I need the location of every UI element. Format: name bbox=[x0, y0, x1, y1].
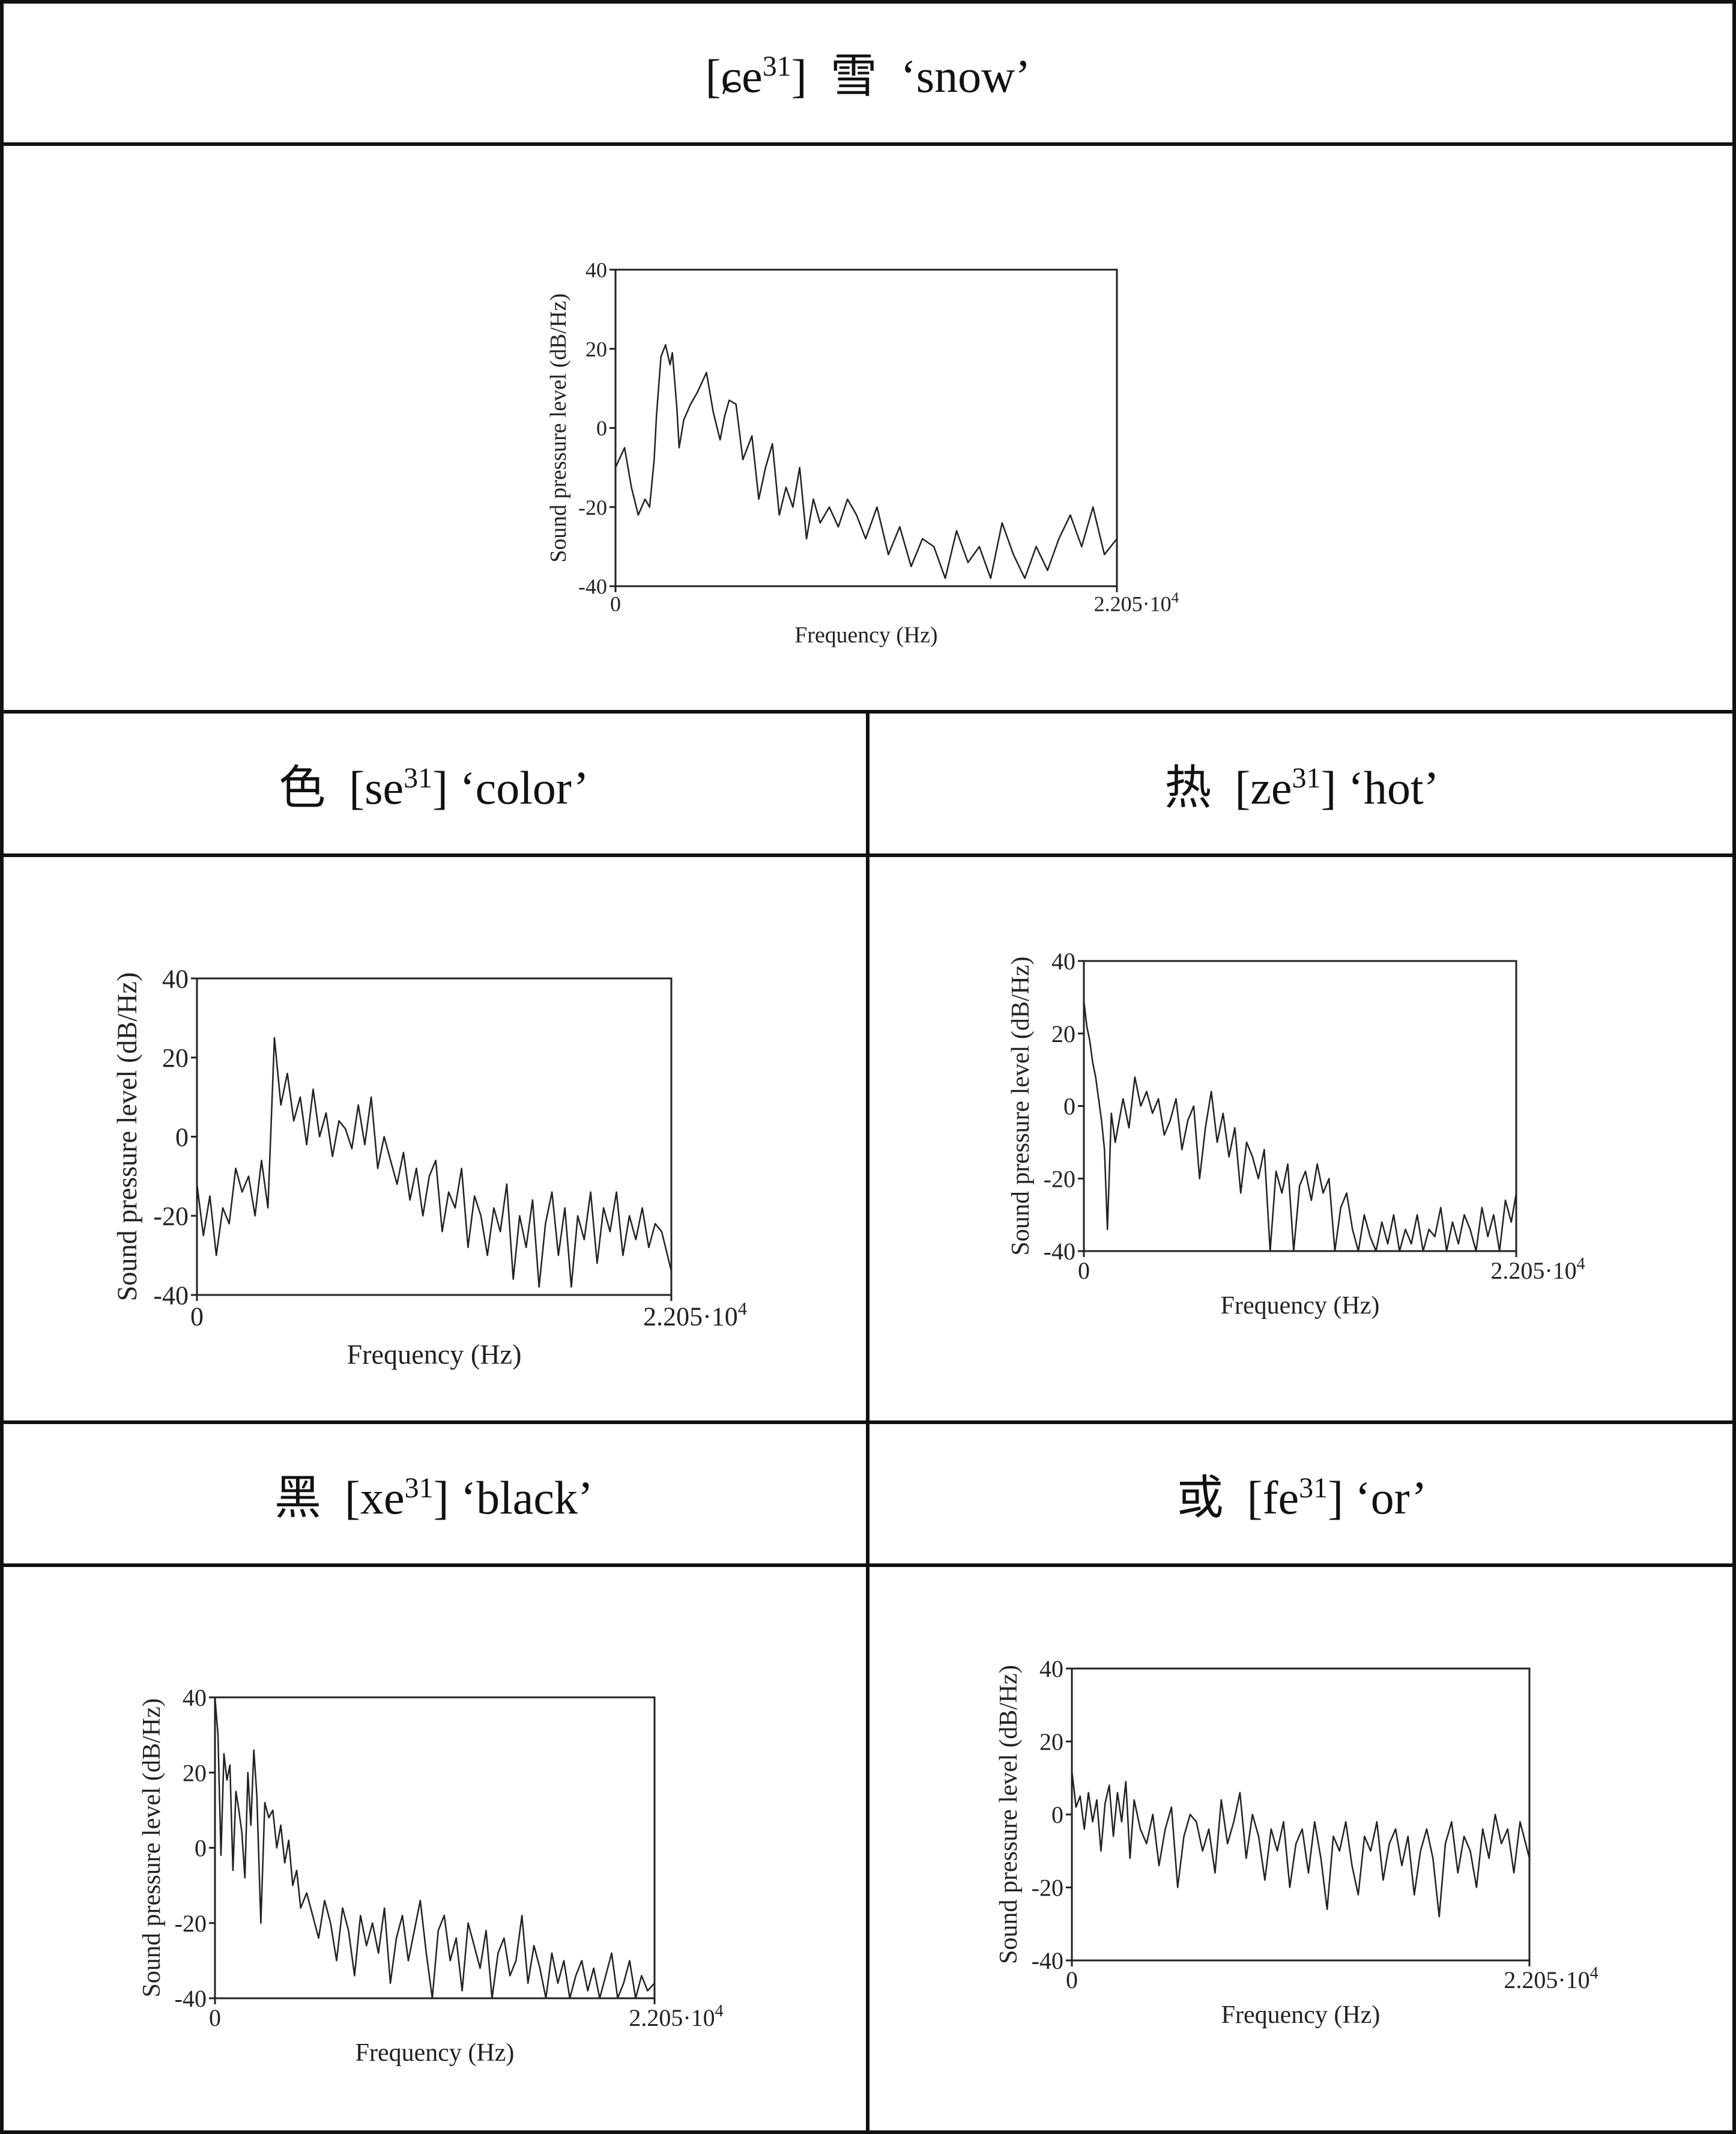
panel-title-or: 或 [fe31] ‘or’ bbox=[1176, 1472, 1427, 1524]
x-axis-label: Frequency (Hz) bbox=[1221, 2001, 1381, 2029]
y-tick-label: 40 bbox=[1039, 1655, 1063, 1682]
y-tick-label: -40 bbox=[175, 1985, 207, 2012]
y-tick-label: -40 bbox=[1044, 1238, 1075, 1265]
y-tick-label: 0 bbox=[195, 1835, 207, 1862]
x-tick-label: 2.205·104 bbox=[643, 1299, 747, 1332]
x-tick-label: 0 bbox=[209, 2004, 221, 2031]
title-cell-color: 色 [se31] ‘color’ bbox=[0, 712, 868, 855]
y-axis-label: Sound pressure level (dB/Hz) bbox=[546, 293, 571, 562]
spectrum-line bbox=[614, 344, 1118, 580]
x-tick-label: 0 bbox=[610, 592, 621, 616]
spectrum-line bbox=[1083, 1001, 1517, 1252]
y-tick-label: -20 bbox=[153, 1202, 189, 1231]
panel-title-hot: 热 [ze31] ‘hot’ bbox=[1164, 761, 1439, 814]
y-tick-label: 20 bbox=[585, 337, 607, 361]
y-tick-label: 20 bbox=[162, 1043, 189, 1073]
spectrum-line bbox=[196, 1037, 673, 1288]
y-tick-label: 0 bbox=[596, 416, 607, 440]
y-tick-label: 0 bbox=[1063, 1093, 1075, 1120]
y-tick-label: -40 bbox=[153, 1281, 189, 1310]
y-tick-label: -40 bbox=[1032, 1947, 1063, 1974]
y-axis-label: Sound pressure level (dB/Hz) bbox=[1007, 956, 1035, 1255]
y-tick-label: -20 bbox=[175, 1910, 207, 1937]
title-cell-snow: [ɕe31] 雪 ‘snow’ bbox=[0, 0, 1736, 144]
x-axis-label: Frequency (Hz) bbox=[794, 623, 937, 648]
y-tick-label: -40 bbox=[578, 575, 607, 599]
x-tick-label: 0 bbox=[1066, 1966, 1078, 1993]
x-axis-label: Frequency (Hz) bbox=[355, 2039, 515, 2067]
panel-title-color: 色 [se31] ‘color’ bbox=[279, 761, 589, 814]
y-tick-label: 0 bbox=[1051, 1801, 1063, 1828]
spectrum-line bbox=[1071, 1770, 1531, 1918]
y-tick-label: 20 bbox=[1039, 1729, 1063, 1756]
y-tick-label: 0 bbox=[175, 1123, 189, 1152]
x-tick-label: 0 bbox=[1078, 1257, 1090, 1284]
y-axis-label: Sound pressure level (dB/Hz) bbox=[138, 1698, 166, 1997]
y-tick-label: -20 bbox=[578, 496, 607, 520]
y-tick-label: 40 bbox=[585, 258, 607, 282]
title-cell-black: 黑 [xe31] ‘black’ bbox=[0, 1422, 868, 1565]
y-tick-label: 40 bbox=[183, 1684, 207, 1711]
x-tick-label: 2.205·104 bbox=[1094, 590, 1179, 616]
x-tick-label: 2.205·104 bbox=[1490, 1255, 1585, 1284]
plot-frame bbox=[1071, 1667, 1531, 1962]
title-cell-or: 或 [fe31] ‘or’ bbox=[868, 1422, 1736, 1565]
panel-title-black: 黑 [xe31] ‘black’ bbox=[274, 1472, 593, 1524]
x-tick-label: 0 bbox=[190, 1302, 204, 1332]
x-tick-label: 2.205·104 bbox=[629, 2002, 723, 2031]
spectrum-line bbox=[214, 1697, 655, 1999]
y-tick-label: -20 bbox=[1044, 1165, 1075, 1192]
y-tick-label: -20 bbox=[1032, 1875, 1063, 1902]
y-tick-label: 40 bbox=[162, 964, 189, 993]
y-axis-label: Sound pressure level (dB/Hz) bbox=[995, 1665, 1023, 1964]
y-axis-label: Sound pressure level (dB/Hz) bbox=[112, 972, 142, 1302]
x-axis-label: Frequency (Hz) bbox=[346, 1339, 521, 1369]
y-tick-label: 20 bbox=[1051, 1020, 1075, 1047]
panel-title-snow: [ɕe31] 雪 ‘snow’ bbox=[705, 50, 1031, 102]
x-axis-label: Frequency (Hz) bbox=[1221, 1292, 1380, 1320]
y-tick-label: 40 bbox=[1051, 948, 1075, 975]
x-tick-label: 2.205·104 bbox=[1504, 1964, 1598, 1993]
y-tick-label: 20 bbox=[183, 1759, 207, 1786]
title-cell-hot: 热 [ze31] ‘hot’ bbox=[868, 712, 1736, 855]
